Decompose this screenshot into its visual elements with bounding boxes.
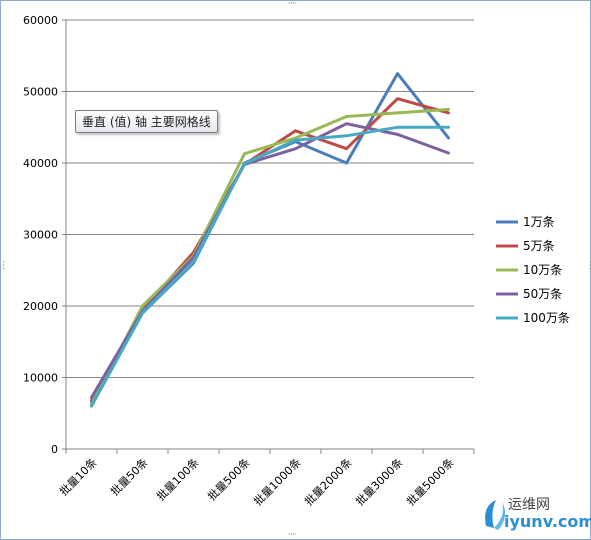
watermark: 运维网 iyunv.com <box>480 492 591 536</box>
x-tick-label-0: 批量10条 <box>56 455 99 498</box>
y-tick-label-1: 10000 <box>23 372 58 385</box>
resize-handle-right[interactable]: ⋮ <box>586 261 591 271</box>
series-lines <box>90 72 450 408</box>
legend: 1万条 5万条 10万条 50万条 100万条 <box>496 215 570 325</box>
series-line-3 <box>90 122 450 399</box>
legend-label-4: 100万条 <box>523 311 570 325</box>
y-tick-label-6: 60000 <box>23 14 58 27</box>
y-tick-label-0: 0 <box>51 443 58 456</box>
x-axis-ticks: 批量10条 批量50条 批量100条 批量500条批量1000条批量2000条批量30… <box>56 455 456 508</box>
series-line-4 <box>90 125 450 408</box>
y-tick-label-4: 40000 <box>23 157 58 170</box>
x-tick-label-5: 批量2000条 <box>302 455 355 508</box>
legend-label-1: 5万条 <box>523 239 555 253</box>
x-tick-label-4: 批量1000条 <box>251 455 304 508</box>
x-tick-label-2: 批量100条 <box>154 455 202 503</box>
watermark-text-2: iyunv.com <box>504 512 591 531</box>
y-tick-label-3: 30000 <box>23 229 58 242</box>
series-line-2 <box>90 107 450 407</box>
legend-label-3: 50万条 <box>523 287 562 301</box>
resize-handle-bottom[interactable]: ···· <box>288 530 297 540</box>
x-tick-label-6: 批量3000条 <box>353 455 406 508</box>
gridlines <box>62 19 474 450</box>
watermark-text-1: 运维网 <box>508 497 550 513</box>
legend-label-0: 1万条 <box>523 215 555 229</box>
axes <box>65 20 475 454</box>
x-tick-label-7: 批量5000条 <box>404 455 457 508</box>
series-line-1 <box>90 97 450 402</box>
x-tick-label-3: 批量500条 <box>205 455 253 503</box>
resize-handle-top[interactable]: ···· <box>288 0 297 9</box>
y-axis-ticks: 0 10000 20000 30000 40000 50000 60000 <box>23 14 58 456</box>
y-tick-label-5: 50000 <box>23 86 58 99</box>
legend-label-2: 10万条 <box>523 263 562 277</box>
y-tick-label-2: 20000 <box>23 300 58 313</box>
watermark-logo-icon <box>485 500 506 530</box>
x-tick-label-1: 批量50条 <box>107 455 150 498</box>
gridline-tooltip: 垂直 (值) 轴 主要网格线 <box>75 110 218 133</box>
